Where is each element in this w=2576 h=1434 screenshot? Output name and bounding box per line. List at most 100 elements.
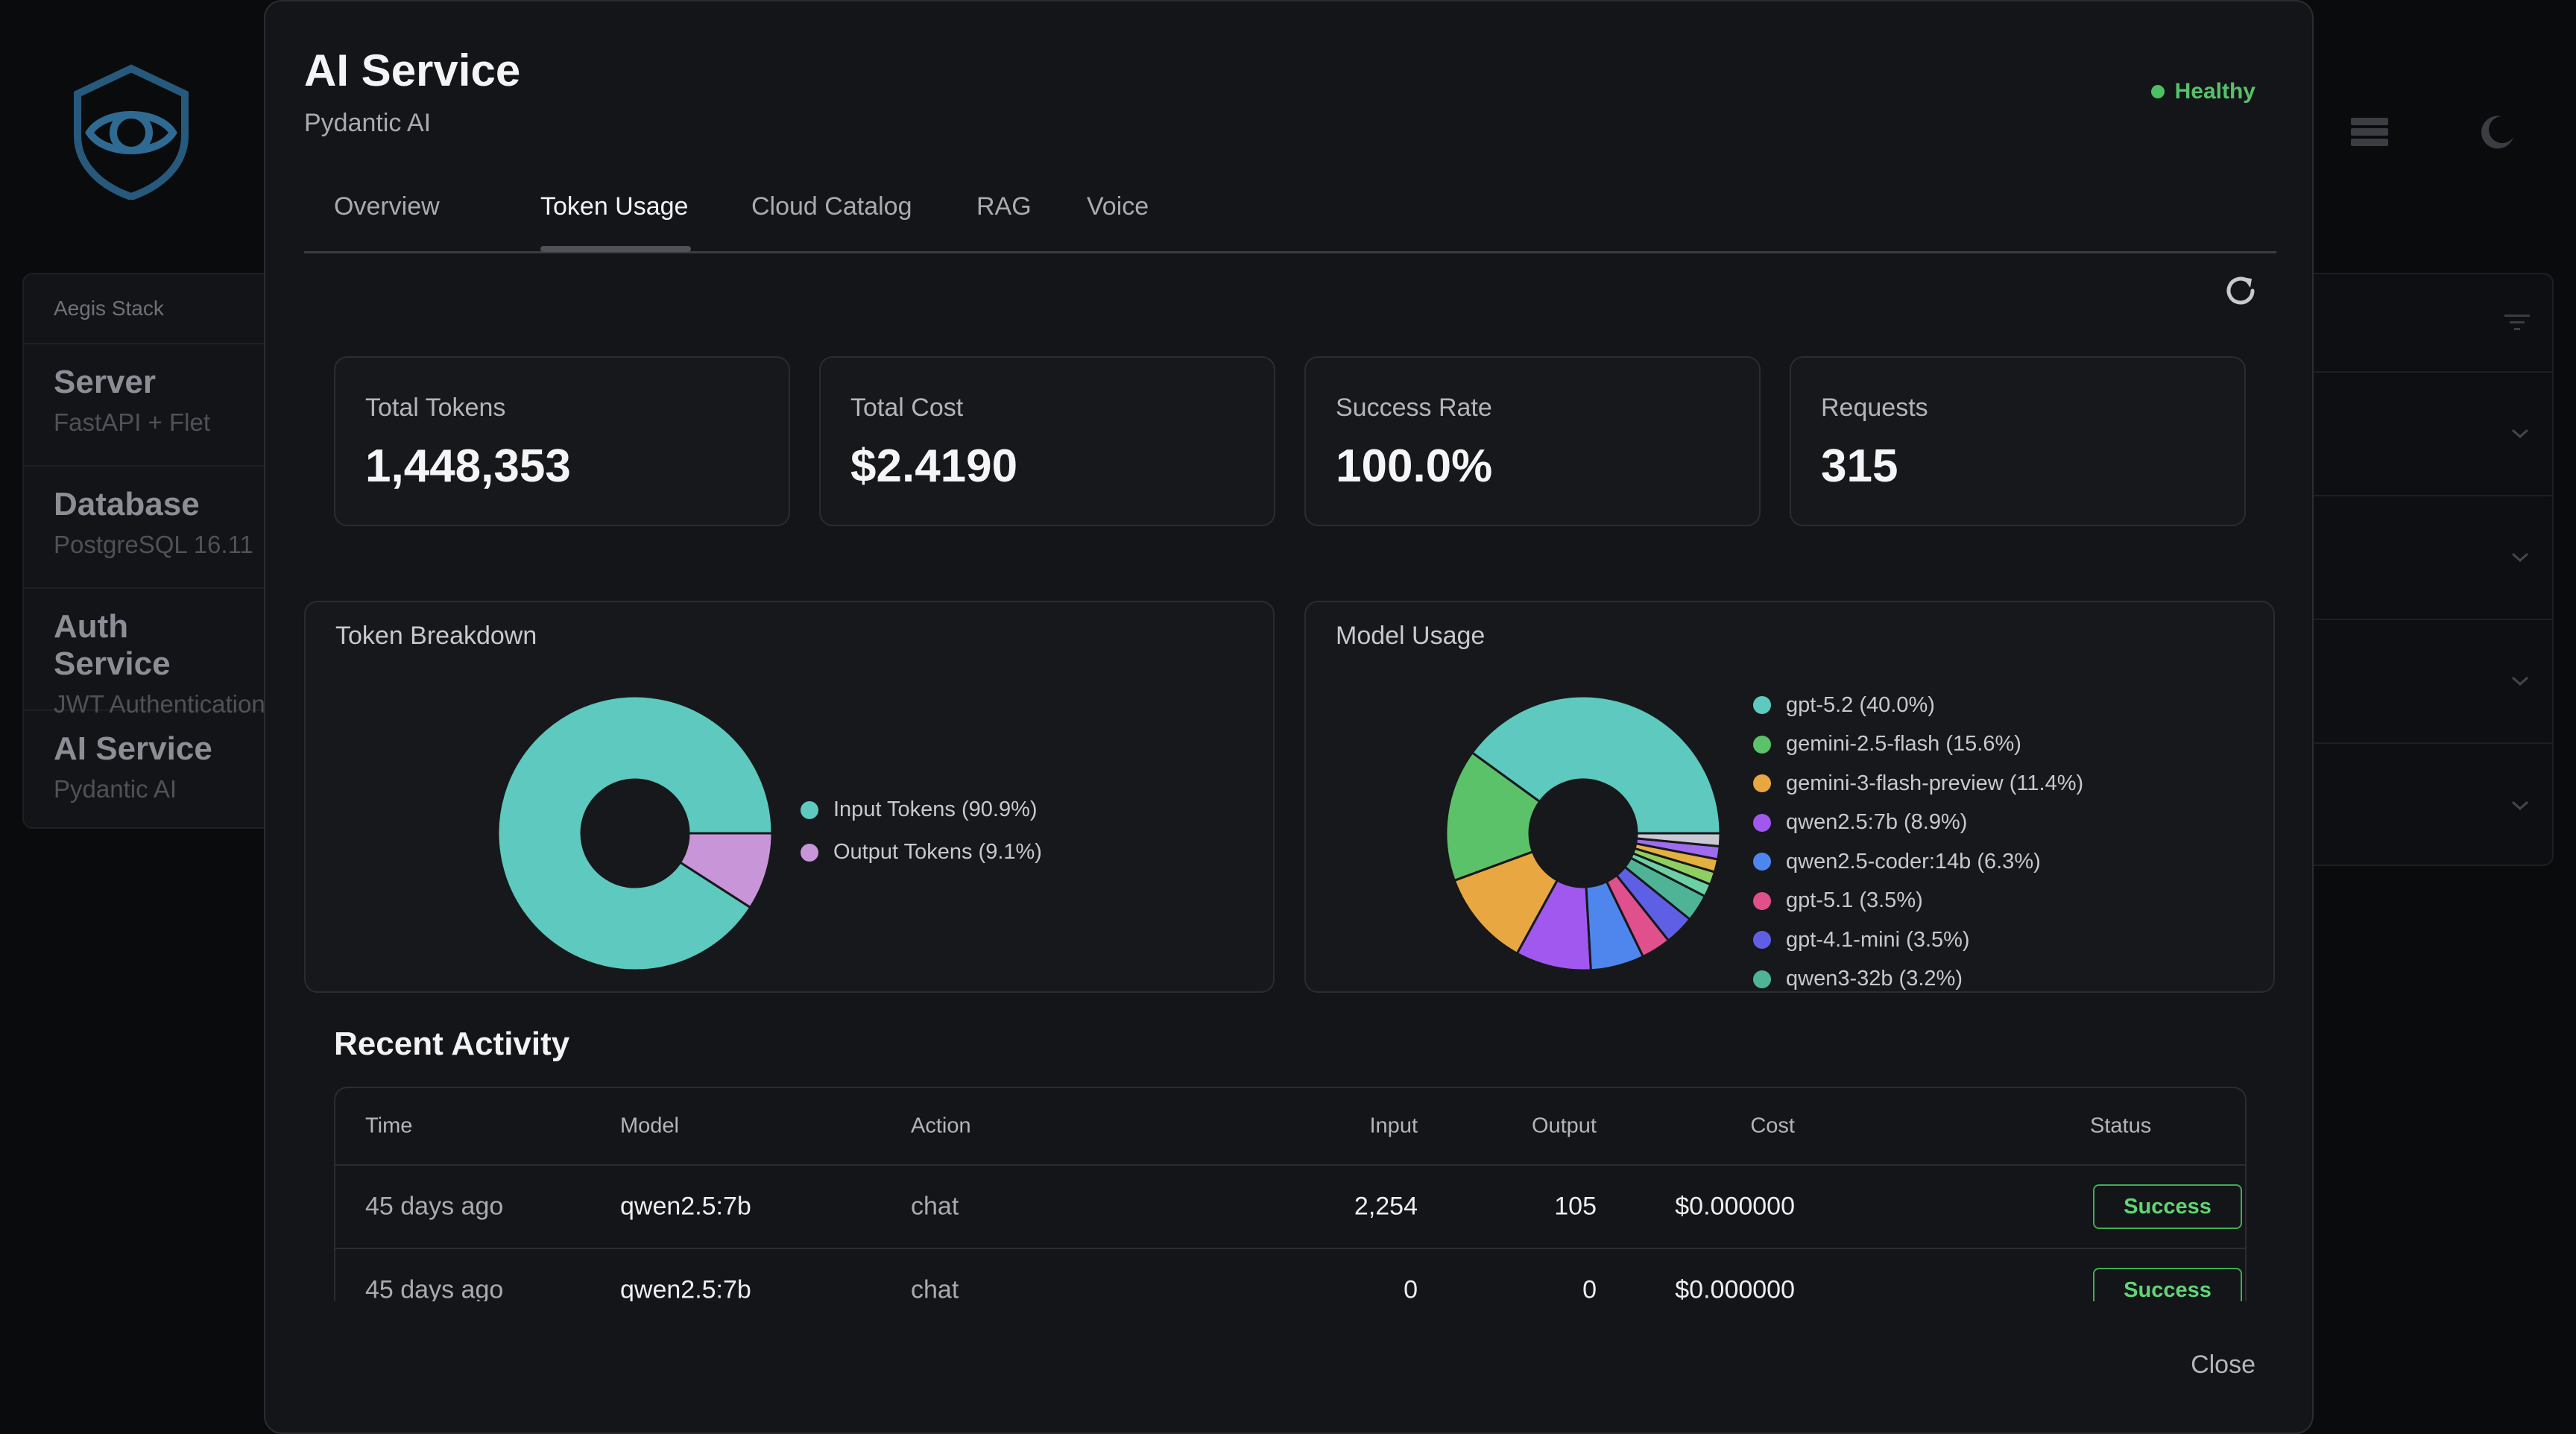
stat-label: Success Rate bbox=[1336, 394, 1492, 422]
stack-item-name: Database bbox=[54, 486, 200, 522]
cell-output: 105 bbox=[1554, 1192, 1597, 1221]
legend-swatch bbox=[801, 800, 818, 819]
stack-item-sub: FastAPI + Flet bbox=[54, 408, 210, 436]
tab-rag[interactable]: RAG bbox=[976, 192, 1032, 221]
stack-panel: Aegis Stack Server FastAPI + Flet Databa… bbox=[22, 273, 276, 829]
column-header-output[interactable]: Output bbox=[1531, 1114, 1597, 1138]
legend-item: gpt-4.1-mini (3.5%) bbox=[1753, 920, 2083, 960]
chart-title: Token Breakdown bbox=[335, 622, 537, 650]
status-badge: Success bbox=[2093, 1268, 2242, 1301]
moon-icon[interactable] bbox=[2476, 113, 2516, 151]
pie-slice[interactable] bbox=[678, 832, 774, 909]
stat-value: 315 bbox=[1821, 440, 1898, 492]
health-label: Healthy bbox=[2174, 79, 2255, 104]
stack-item-name: AI Service bbox=[54, 730, 212, 767]
legend-item: Input Tokens (90.9%) bbox=[801, 797, 1042, 822]
health-status: Healthy bbox=[2150, 79, 2255, 104]
cell-input: 2,254 bbox=[1354, 1192, 1418, 1221]
cell-cost: $0.000000 bbox=[1675, 1192, 1795, 1221]
cell-action: chat bbox=[911, 1192, 959, 1221]
legend-label: gpt-4.1-mini (3.5%) bbox=[1786, 927, 1970, 952]
stat-card-requests: Requests 315 bbox=[1790, 356, 2246, 526]
details-panel bbox=[2296, 273, 2554, 866]
cell-input: 0 bbox=[1404, 1275, 1418, 1302]
pie-slice[interactable] bbox=[1471, 695, 1722, 835]
legend-label: Output Tokens (9.1%) bbox=[833, 840, 1042, 864]
stack-title: Aegis Stack bbox=[24, 274, 274, 344]
stack-item-server[interactable]: Server FastAPI + Flet bbox=[24, 344, 274, 467]
chevron-down-icon bbox=[2511, 676, 2529, 686]
pie-slice[interactable] bbox=[1635, 832, 1722, 848]
chevron-down-icon bbox=[2511, 800, 2529, 811]
details-row[interactable] bbox=[2297, 744, 2552, 865]
legend-swatch bbox=[1753, 931, 1771, 950]
column-header-input[interactable]: Input bbox=[1369, 1114, 1418, 1138]
column-header-model[interactable]: Model bbox=[620, 1114, 679, 1138]
stack-item-sub: JWT Authentication bbox=[54, 690, 265, 718]
legend-label: Input Tokens (90.9%) bbox=[833, 797, 1038, 821]
recent-activity-table: Time Model Action Input Output Cost Stat… bbox=[334, 1087, 2247, 1301]
tab-cloud-catalog[interactable]: Cloud Catalog bbox=[751, 192, 912, 221]
token-breakdown-donut bbox=[496, 695, 774, 972]
stat-card-success-rate: Success Rate 100.0% bbox=[1304, 356, 1761, 526]
column-header-action[interactable]: Action bbox=[911, 1114, 971, 1138]
column-header-cost[interactable]: Cost bbox=[1750, 1114, 1795, 1138]
stack-item-sub: Pydantic AI bbox=[54, 775, 177, 803]
stat-card-total-cost: Total Cost $2.4190 bbox=[819, 356, 1275, 526]
filter-bar bbox=[2297, 274, 2552, 373]
cell-model: qwen2.5:7b bbox=[620, 1192, 751, 1221]
stack-item-database[interactable]: Database PostgreSQL 16.11 bbox=[24, 467, 274, 589]
legend-item: gemini-2.5-flash (15.6%) bbox=[1753, 725, 2083, 765]
column-header-status[interactable]: Status bbox=[2090, 1114, 2152, 1138]
legend-label: qwen2.5:7b (8.9%) bbox=[1786, 810, 1968, 835]
active-tab-indicator bbox=[540, 246, 691, 252]
stat-label: Requests bbox=[1821, 394, 1928, 422]
tab-token-usage[interactable]: Token Usage bbox=[540, 192, 689, 221]
modal-subtitle: Pydantic AI bbox=[304, 109, 432, 137]
legend-item: gpt-5.2 (40.0%) bbox=[1753, 686, 2083, 725]
list-view-icon[interactable] bbox=[2349, 113, 2390, 151]
model-usage-card: Model Usage gpt-5.2 (40.0%) gemini-2.5-f… bbox=[1304, 601, 2275, 993]
details-row[interactable] bbox=[2297, 373, 2552, 496]
stat-value: 100.0% bbox=[1336, 440, 1493, 492]
ai-service-modal: AI Service Pydantic AI Healthy Overview … bbox=[264, 0, 2314, 1434]
legend-swatch bbox=[1753, 891, 1771, 910]
status-badge: Success bbox=[2093, 1184, 2242, 1229]
stat-label: Total Tokens bbox=[365, 394, 506, 422]
model-usage-donut bbox=[1445, 695, 1722, 972]
legend-swatch bbox=[1753, 813, 1771, 832]
refresh-icon[interactable] bbox=[2220, 270, 2261, 312]
legend-item: gemini-3-flash-preview (11.4%) bbox=[1753, 764, 2083, 803]
status-dot-icon bbox=[2150, 85, 2165, 98]
tab-overview[interactable]: Overview bbox=[334, 192, 440, 221]
legend-swatch bbox=[1753, 735, 1771, 754]
stat-card-total-tokens: Total Tokens 1,448,353 bbox=[334, 356, 790, 526]
token-breakdown-card: Token Breakdown Input Tokens (90.9%) Out… bbox=[304, 601, 1275, 993]
stat-value: $2.4190 bbox=[850, 440, 1018, 492]
model-usage-legend: gpt-5.2 (40.0%) gemini-2.5-flash (15.6%)… bbox=[1753, 686, 2083, 991]
legend-swatch bbox=[1753, 696, 1771, 715]
legend-item: gpt-5.1 (3.5%) bbox=[1753, 882, 2083, 921]
legend-label: gpt-5.2 (40.0%) bbox=[1786, 692, 1935, 717]
filter-icon[interactable] bbox=[2504, 313, 2530, 332]
legend-swatch bbox=[1753, 970, 1771, 988]
chevron-down-icon bbox=[2511, 429, 2529, 439]
pie-slice[interactable] bbox=[1445, 751, 1541, 882]
close-button[interactable]: Close bbox=[2191, 1351, 2255, 1379]
stack-item-sub: PostgreSQL 16.11 bbox=[54, 531, 253, 558]
tab-bar: Overview Token Usage Cloud Catalog RAG V… bbox=[304, 177, 2276, 253]
tab-voice[interactable]: Voice bbox=[1087, 192, 1149, 221]
pie-slice[interactable] bbox=[496, 695, 774, 972]
legend-label: gemini-3-flash-preview (11.4%) bbox=[1786, 771, 2084, 795]
table-row[interactable]: 45 days ago qwen2.5:7b chat 0 0 $0.00000… bbox=[335, 1249, 2245, 1301]
column-header-time[interactable]: Time bbox=[365, 1114, 413, 1138]
stack-item-auth[interactable]: Auth Service JWT Authentication bbox=[24, 589, 274, 718]
table-row[interactable]: 45 days ago qwen2.5:7b chat 2,254 105 $0… bbox=[335, 1166, 2245, 1249]
details-row[interactable] bbox=[2297, 620, 2552, 744]
details-row[interactable] bbox=[2297, 496, 2552, 620]
stack-item-ai[interactable]: AI Service Pydantic AI bbox=[24, 711, 274, 827]
chevron-down-icon bbox=[2511, 552, 2529, 563]
legend-swatch bbox=[1753, 853, 1771, 871]
shield-eye-logo-icon bbox=[74, 64, 189, 200]
legend-label: qwen2.5-coder:14b (6.3%) bbox=[1786, 849, 2041, 874]
